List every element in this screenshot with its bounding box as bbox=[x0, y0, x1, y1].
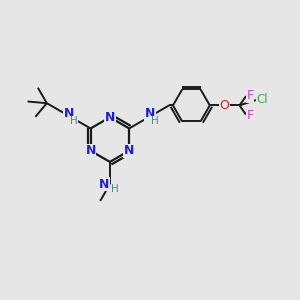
Text: O: O bbox=[219, 99, 229, 112]
Text: F: F bbox=[247, 109, 254, 122]
Text: N: N bbox=[124, 144, 134, 157]
Text: Cl: Cl bbox=[256, 93, 268, 106]
Text: N: N bbox=[105, 111, 115, 124]
Text: N: N bbox=[64, 107, 74, 120]
Text: H: H bbox=[70, 116, 77, 126]
Text: N: N bbox=[145, 107, 155, 120]
Text: N: N bbox=[85, 144, 96, 157]
Text: F: F bbox=[247, 89, 254, 102]
Text: N: N bbox=[99, 178, 110, 191]
Text: H: H bbox=[151, 116, 159, 126]
Text: H: H bbox=[111, 184, 119, 194]
